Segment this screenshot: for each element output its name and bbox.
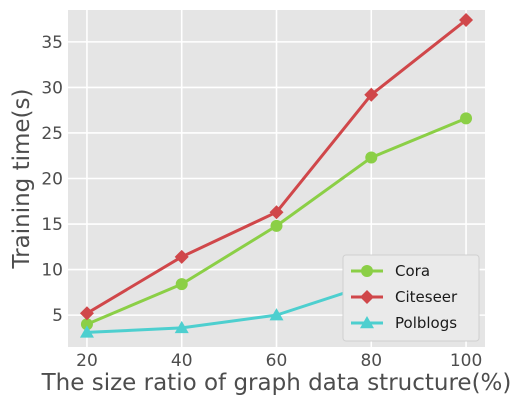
y-axis-label: Training time(s) [9, 89, 35, 270]
data-point-circle [460, 112, 473, 125]
data-point-circle [365, 151, 378, 164]
data-point-circle [175, 278, 188, 291]
y-tick-label: 15 [41, 215, 63, 235]
y-tick-label: 20 [41, 170, 63, 190]
legend-box [342, 254, 480, 342]
data-point-circle [80, 318, 93, 331]
y-tick-label: 5 [52, 306, 63, 326]
y-tick-labels: 5 10 15 20 25 30 35 [41, 33, 63, 326]
legend: Cora Citeseer Polblogs [342, 254, 480, 342]
legend-item-polblogs: Polblogs [351, 314, 457, 332]
y-tick-label: 10 [41, 261, 63, 281]
data-point-diamond [79, 306, 94, 321]
series-citeseer [79, 13, 474, 321]
y-tick-label: 25 [41, 124, 63, 144]
y-tick-label: 35 [41, 33, 63, 53]
y-tick-label: 30 [41, 78, 63, 98]
data-point-triangle [174, 320, 189, 334]
series-cora [80, 112, 473, 331]
data-point-triangle [79, 325, 94, 338]
x-axis-label: The size ratio of graph data structure(%… [41, 370, 512, 396]
data-point-diamond [174, 249, 189, 264]
x-tick-label: 100 [450, 351, 482, 371]
data-point-triangle [360, 316, 374, 329]
data-point-diamond [269, 205, 284, 220]
legend-label: Polblogs [395, 314, 457, 332]
legend-item-citeseer: Citeseer [351, 288, 458, 306]
data-point-diamond [459, 13, 474, 28]
data-point-diamond [364, 87, 379, 102]
x-tick-label: 20 [76, 351, 98, 371]
x-tick-label: 80 [360, 351, 382, 371]
grid-lines [68, 10, 485, 347]
data-point-triangle [269, 308, 284, 321]
data-point-diamond [360, 290, 374, 304]
x-tick-label: 40 [171, 351, 193, 371]
legend-label: Citeseer [395, 288, 458, 306]
data-point-circle [361, 265, 373, 277]
legend-item-cora: Cora [351, 262, 430, 280]
legend-label: Cora [395, 262, 430, 280]
x-tick-label: 60 [266, 351, 288, 371]
data-point-circle [270, 219, 283, 232]
x-tick-labels: 20 40 60 80 100 [76, 351, 482, 371]
